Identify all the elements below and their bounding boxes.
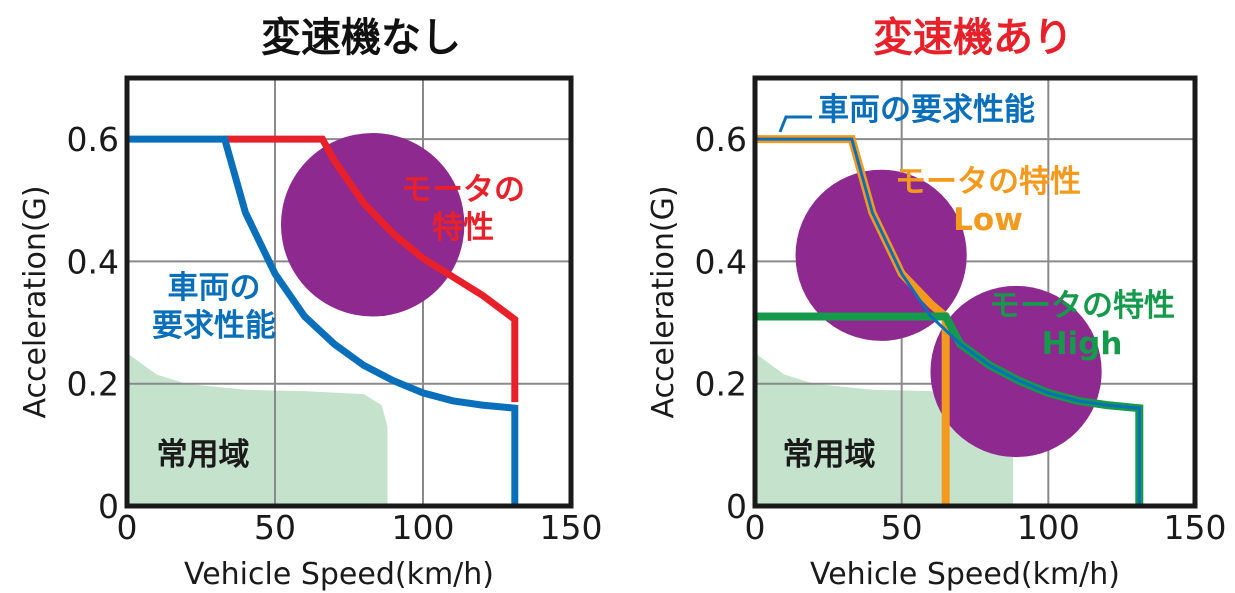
y-axis-label: Acceleration(G) [18,185,53,418]
usage-region [127,353,388,506]
series-motor-line [224,135,519,403]
y-tick-label: 0.4 [67,242,119,281]
x-axis-label: Vehicle Speed(km/h) [184,557,494,592]
chart-title: 変速機あり [873,15,1073,61]
series-demand-line [755,137,1141,506]
x-tick-label: 100 [392,508,455,547]
plot-frame [752,75,1198,509]
motor-zone-circle [930,285,1102,458]
demand-leader-line [778,115,812,133]
chart-panel-left: 変速機なし 0 50 100 150 0 0.2 0.4 0.6 Vehicle Speed(km… [18,15,603,592]
x-tick-label: 0 [117,508,138,547]
annotation-low: モータの特性 Low [895,164,1081,238]
x-tick-label: 50 [881,508,923,547]
x-axis-label: Vehicle Speed(km/h) [810,557,1120,592]
series-demand-line [127,135,519,506]
annotation-demand: 車両の要求性能 [152,270,276,344]
plot-frame [124,75,574,509]
annotation-usage: 常用域 [157,437,250,473]
y-tick-label: 0 [98,487,119,526]
y-axis-label: Acceleration(G) [646,185,681,418]
annotation-demand: 車両の要求性能 [818,92,1035,128]
y-tick-label: 0.6 [67,120,119,159]
x-tick-label: 150 [1164,508,1227,547]
motor-zone-circle [280,133,465,317]
x-tick-label: 100 [1017,508,1080,547]
x-tick-label: 0 [745,508,766,547]
y-tick-label: 0.2 [695,365,747,404]
x-tick-label: 50 [254,508,296,547]
y-tick-label: 0 [726,487,747,526]
x-tick-label: 150 [540,508,603,547]
y-tick-label: 0.6 [695,120,747,159]
y-tick-label: 0.2 [67,365,119,404]
chart-panel-right: 変速機あり 0 50 100 150 0 0.2 0.4 0.6 Vehicle Speed(km… [646,15,1227,592]
annotation-usage: 常用域 [783,437,876,473]
annotation-high: モータの特性 High [989,288,1175,362]
y-tick-label: 0.4 [695,242,747,281]
annotation-motor: モータの特性 [401,172,525,246]
chart-title: 変速機なし [261,15,461,61]
